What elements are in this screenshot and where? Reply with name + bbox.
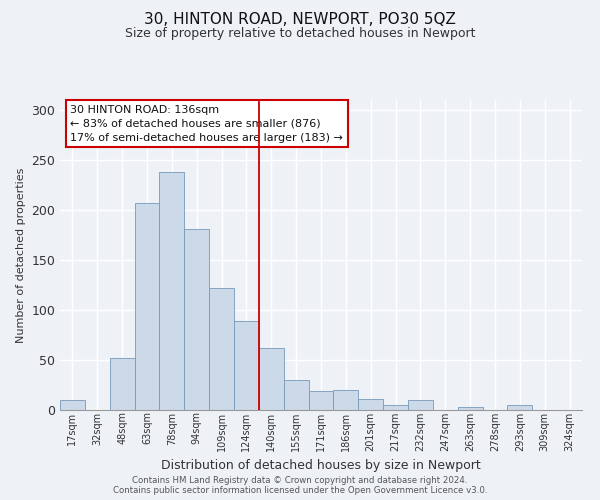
Bar <box>508 405 532 410</box>
Bar <box>308 391 334 410</box>
Bar <box>110 358 134 410</box>
Text: 30 HINTON ROAD: 136sqm
← 83% of detached houses are smaller (876)
17% of semi-de: 30 HINTON ROAD: 136sqm ← 83% of detached… <box>70 104 343 142</box>
Bar <box>458 407 482 410</box>
Bar <box>234 321 259 410</box>
Bar <box>383 405 408 410</box>
Y-axis label: Number of detached properties: Number of detached properties <box>16 168 26 342</box>
Bar <box>160 172 184 410</box>
Bar <box>358 399 383 410</box>
Bar <box>334 390 358 410</box>
Text: Contains public sector information licensed under the Open Government Licence v3: Contains public sector information licen… <box>113 486 487 495</box>
Bar <box>259 348 284 410</box>
Bar <box>209 288 234 410</box>
Text: 30, HINTON ROAD, NEWPORT, PO30 5QZ: 30, HINTON ROAD, NEWPORT, PO30 5QZ <box>144 12 456 28</box>
Bar <box>408 400 433 410</box>
Bar <box>284 380 308 410</box>
Bar <box>60 400 85 410</box>
Bar <box>184 229 209 410</box>
Bar <box>134 203 160 410</box>
Text: Size of property relative to detached houses in Newport: Size of property relative to detached ho… <box>125 28 475 40</box>
X-axis label: Distribution of detached houses by size in Newport: Distribution of detached houses by size … <box>161 459 481 472</box>
Text: Contains HM Land Registry data © Crown copyright and database right 2024.: Contains HM Land Registry data © Crown c… <box>132 476 468 485</box>
